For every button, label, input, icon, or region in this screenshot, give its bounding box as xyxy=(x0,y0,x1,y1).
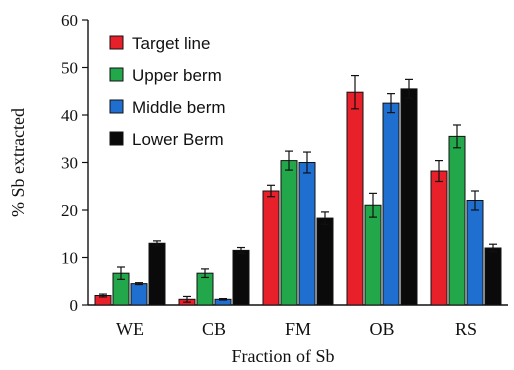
x-tick-label: OB xyxy=(369,319,394,339)
bar xyxy=(262,190,280,306)
bar xyxy=(280,160,298,306)
bar xyxy=(430,170,448,306)
y-tick-label: 30 xyxy=(61,154,78,173)
x-axis-title: Fraction of Sb xyxy=(232,346,335,366)
legend-label: Target line xyxy=(132,34,210,53)
axes: 0 10 20 30 40 50 60 WE CB FM OB RS xyxy=(61,11,508,339)
bar xyxy=(130,283,148,306)
y-tick-label: 10 xyxy=(61,249,78,268)
legend-label: Lower Berm xyxy=(132,130,224,149)
legend-swatch xyxy=(109,99,124,114)
legend: Target line Upper berm Middle berm Lower Be… xyxy=(109,34,226,149)
bar xyxy=(382,102,400,306)
bar xyxy=(466,200,484,306)
x-tick-label: RS xyxy=(455,319,477,339)
y-tick-label: 0 xyxy=(70,296,79,315)
y-axis-title: % Sb extracted xyxy=(8,108,28,217)
bar xyxy=(346,91,364,306)
y-tick-label: 60 xyxy=(61,11,78,30)
bar xyxy=(484,247,502,306)
legend-label: Middle berm xyxy=(132,98,226,117)
x-tick-label: FM xyxy=(285,319,311,339)
bar xyxy=(448,135,466,306)
bar xyxy=(400,88,418,306)
y-tick-label: 20 xyxy=(61,201,78,220)
bars-group xyxy=(94,74,502,306)
legend-swatch xyxy=(109,35,124,50)
x-tick-label: WE xyxy=(116,319,144,339)
y-tick-label: 40 xyxy=(61,106,78,125)
bar xyxy=(316,217,334,306)
y-tick-label: 50 xyxy=(61,59,78,78)
x-tick-label: CB xyxy=(202,319,226,339)
legend-swatch xyxy=(109,67,124,82)
bar xyxy=(364,204,382,306)
bar xyxy=(148,242,166,306)
legend-label: Upper berm xyxy=(132,66,222,85)
bar xyxy=(298,162,316,306)
legend-swatch xyxy=(109,131,124,146)
bar xyxy=(232,249,250,306)
